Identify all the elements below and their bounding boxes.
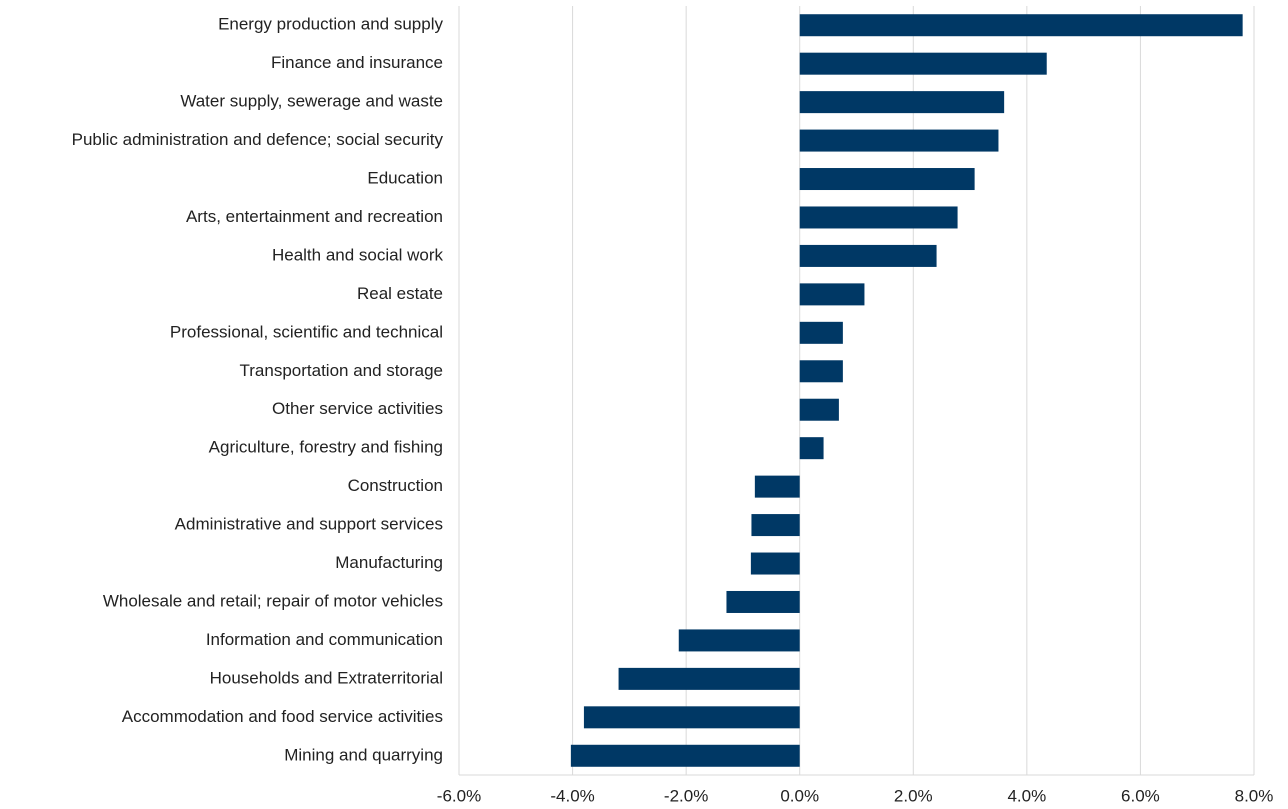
y-tick-label: Accommodation and food service activitie… xyxy=(122,707,443,726)
y-tick-label: Other service activities xyxy=(272,399,443,418)
bar xyxy=(754,475,800,498)
bar xyxy=(750,552,800,575)
x-tick-label: 6.0% xyxy=(1121,786,1160,805)
y-tick-label: Water supply, sewerage and waste xyxy=(180,92,443,111)
y-tick-label: Public administration and defence; socia… xyxy=(72,130,444,149)
y-tick-label: Transportation and storage xyxy=(240,361,444,380)
y-tick-label: Health and social work xyxy=(272,245,444,264)
y-tick-label: Arts, entertainment and recreation xyxy=(186,207,443,226)
y-tick-label: Energy production and supply xyxy=(218,15,443,34)
x-tick-label: -6.0% xyxy=(437,786,481,805)
bar xyxy=(799,206,958,229)
bar xyxy=(583,706,800,729)
bar xyxy=(799,168,975,191)
y-tick-label: Administrative and support services xyxy=(175,515,443,534)
bar xyxy=(799,14,1243,37)
bar xyxy=(799,283,865,306)
bar xyxy=(751,514,800,537)
bar xyxy=(678,629,800,652)
bar xyxy=(799,244,937,267)
x-tick-label: 8.0% xyxy=(1235,786,1274,805)
x-tick-label: -4.0% xyxy=(550,786,594,805)
x-tick-label: 4.0% xyxy=(1007,786,1046,805)
bar xyxy=(799,360,843,383)
x-tick-label: 0.0% xyxy=(780,786,819,805)
bar xyxy=(726,590,800,613)
bar xyxy=(799,321,843,344)
bar xyxy=(618,667,800,690)
bar xyxy=(799,52,1047,75)
y-tick-label: Manufacturing xyxy=(335,553,443,572)
bar xyxy=(799,398,839,421)
y-tick-label: Real estate xyxy=(357,284,443,303)
x-tick-label: 2.0% xyxy=(894,786,933,805)
y-tick-label: Education xyxy=(367,169,443,188)
bar xyxy=(799,129,999,152)
y-tick-label: Households and Extraterritorial xyxy=(210,668,443,687)
bar xyxy=(570,744,800,767)
y-tick-label: Professional, scientific and technical xyxy=(170,322,443,341)
y-tick-label: Mining and quarrying xyxy=(284,745,443,764)
x-tick-label: -2.0% xyxy=(664,786,708,805)
y-tick-label: Construction xyxy=(348,476,443,495)
bar xyxy=(799,437,824,460)
y-tick-label: Finance and insurance xyxy=(271,53,443,72)
y-tick-label: Information and communication xyxy=(206,630,443,649)
bar xyxy=(799,91,1005,114)
y-tick-label: Wholesale and retail; repair of motor ve… xyxy=(103,591,443,610)
y-tick-label: Agriculture, forestry and fishing xyxy=(209,438,443,457)
